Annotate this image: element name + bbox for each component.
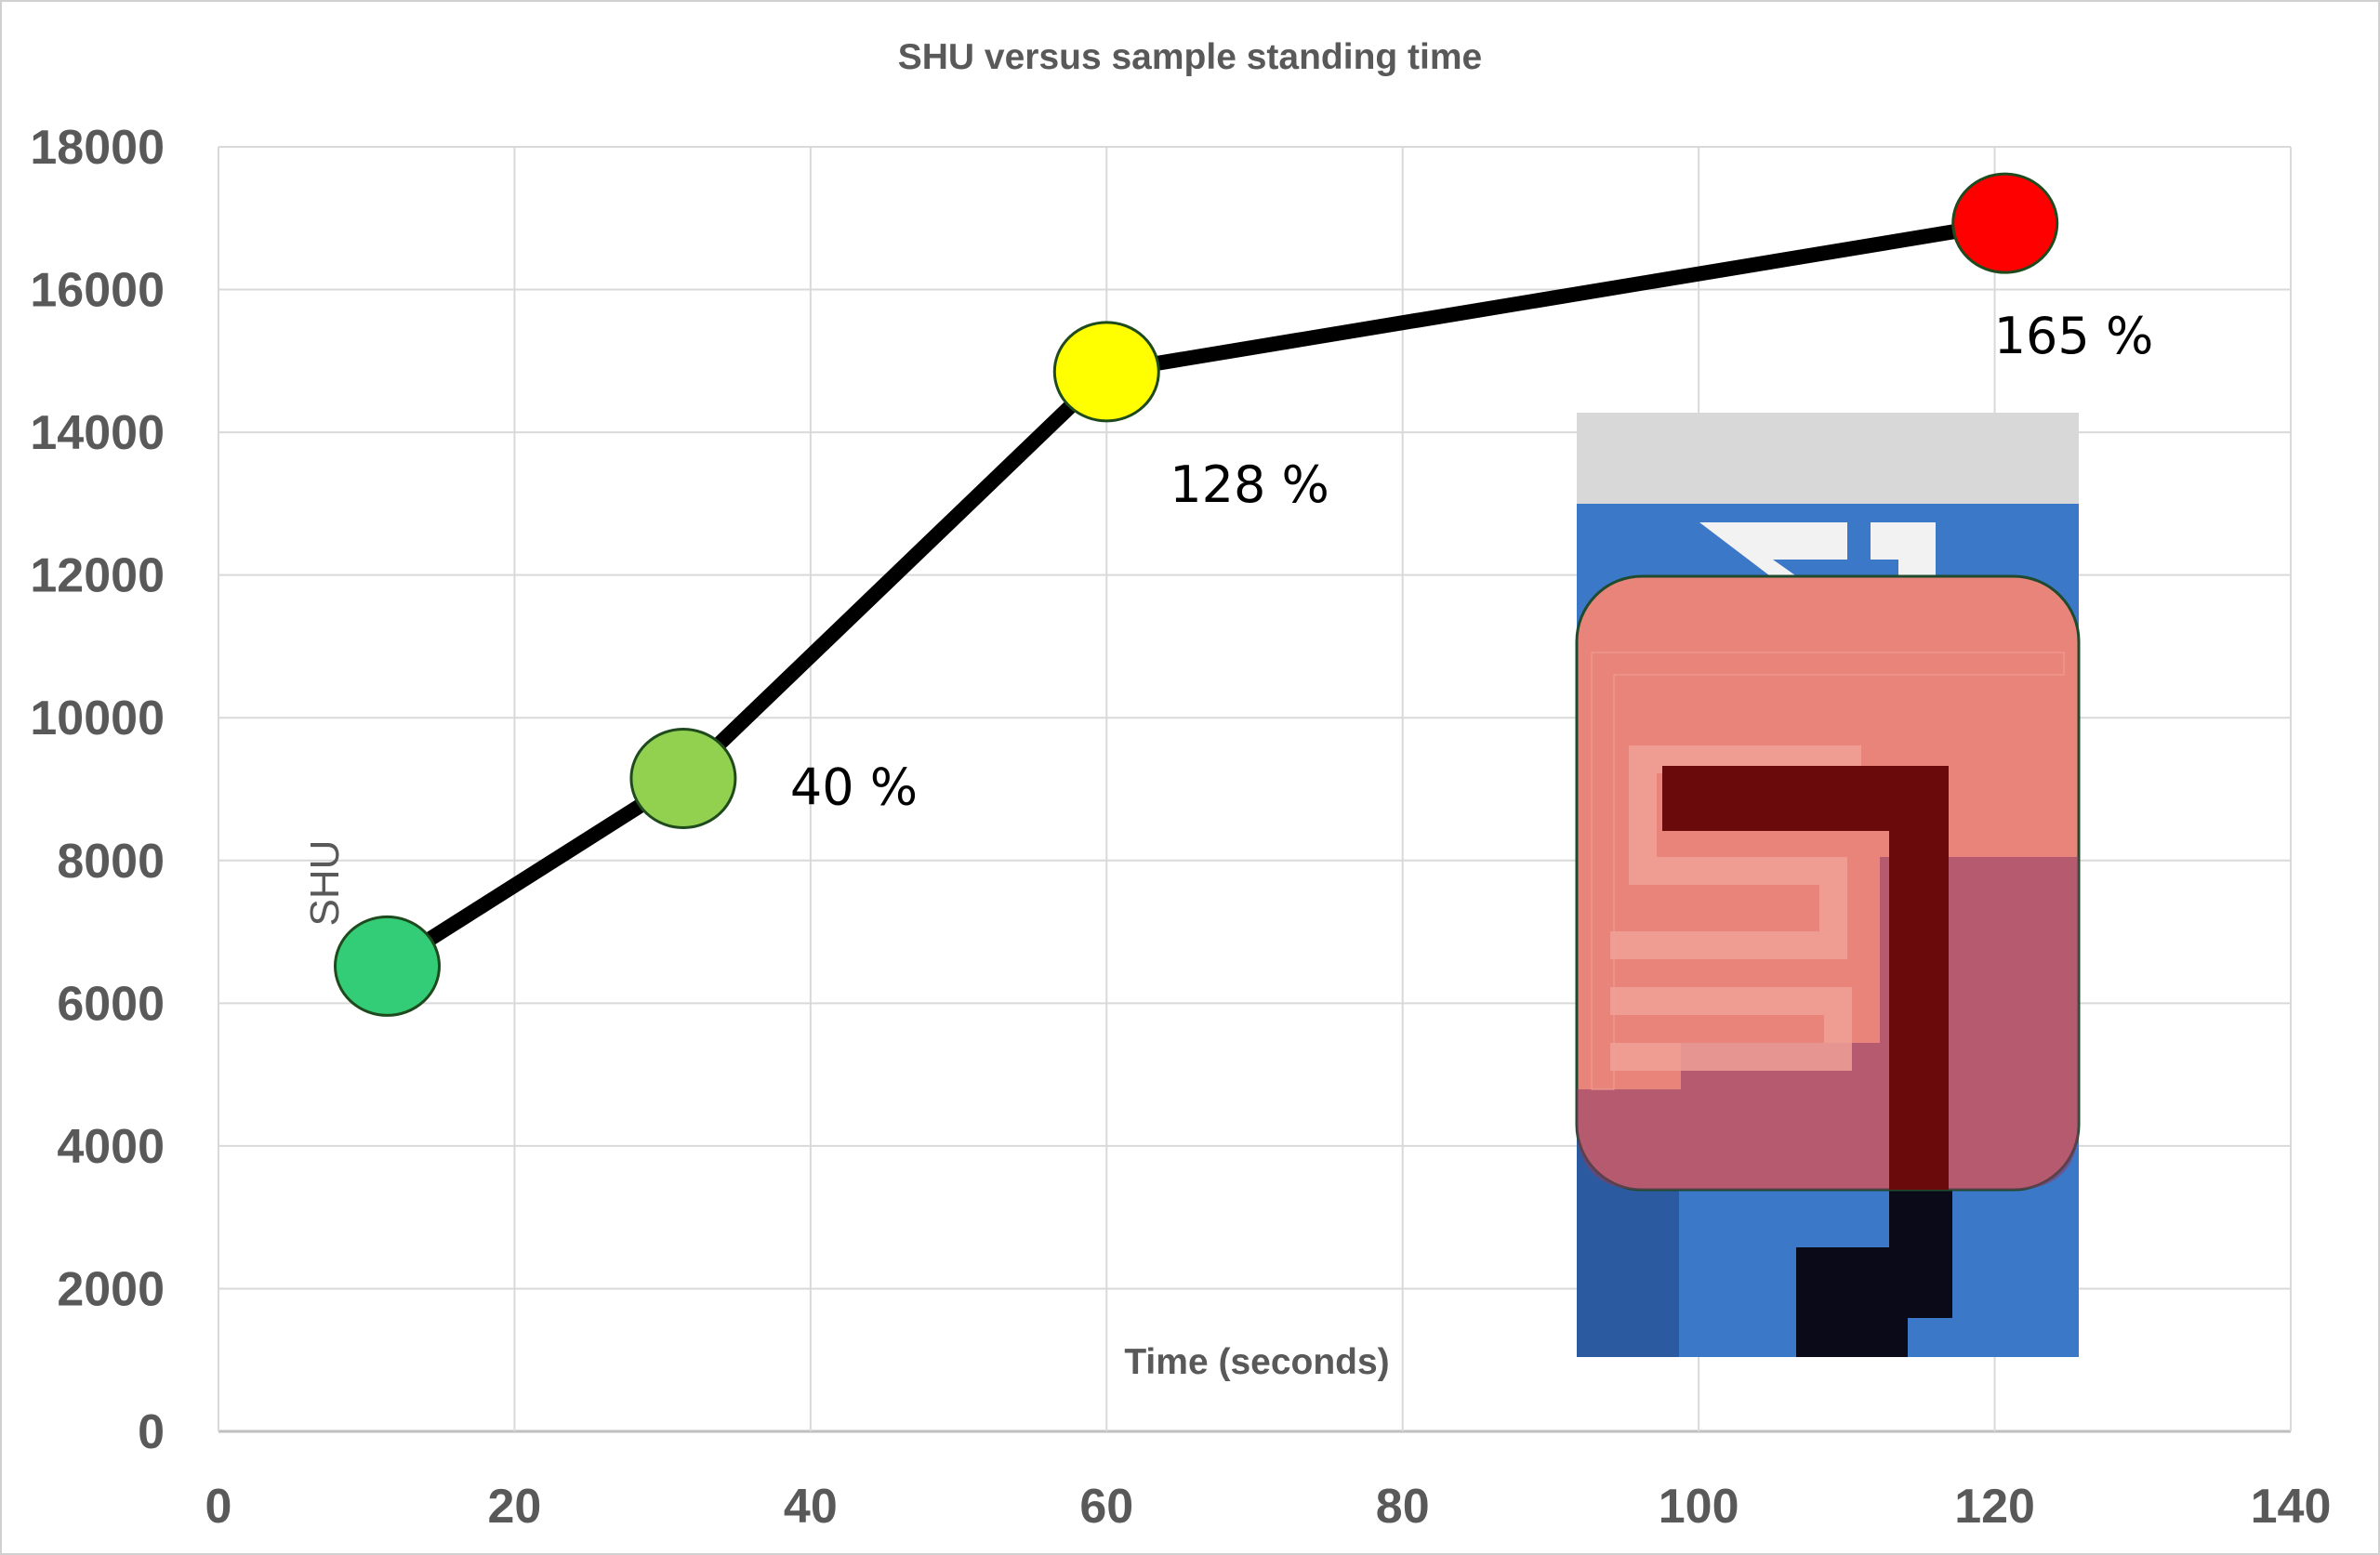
strip-trace-bottom xyxy=(1796,1182,1952,1357)
x-tick-label: 60 xyxy=(1079,1480,1133,1534)
data-label: 40 % xyxy=(790,758,918,816)
data-label: 128 % xyxy=(1170,455,1329,514)
y-tick-label: 12000 xyxy=(30,549,165,603)
grid xyxy=(218,146,2292,1433)
y-tick-labels: 0 2000 4000 6000 8000 10000 12000 14000 16000 180… xyxy=(30,121,165,1459)
y-tick-label: 4000 xyxy=(57,1120,165,1174)
y-tick-label: 10000 xyxy=(30,692,165,745)
x-tick-label: 100 xyxy=(1659,1480,1739,1534)
x-tick-label: 80 xyxy=(1376,1480,1430,1534)
data-point xyxy=(1052,321,1160,423)
x-tick-labels: 0 20 40 60 80 100 120 140 xyxy=(205,1480,2332,1534)
strip-electrode xyxy=(1591,652,2065,1090)
y-tick-label: 18000 xyxy=(30,121,165,175)
series-line xyxy=(383,216,2007,973)
y-tick-label: 2000 xyxy=(57,1262,165,1316)
data-label: 165 % xyxy=(1994,307,2154,365)
x-tick-label: 140 xyxy=(2251,1480,2332,1534)
strip-pads xyxy=(1610,745,1861,1071)
data-point xyxy=(629,727,737,829)
strip-trace xyxy=(1662,766,1949,1190)
x-tick-label: 120 xyxy=(1954,1480,2035,1534)
x-tick-label: 0 xyxy=(205,1480,232,1534)
data-point xyxy=(1951,172,2059,274)
y-tick-label: 14000 xyxy=(30,406,165,460)
x-tick-label: 20 xyxy=(488,1480,542,1534)
test-strip-photo xyxy=(1575,413,2081,1357)
data-points xyxy=(334,172,2059,1017)
x-tick-label: 40 xyxy=(784,1480,838,1534)
y-tick-label: 0 xyxy=(138,1405,165,1459)
highlight-shade xyxy=(1577,857,2079,1190)
x-axis-label: Time (seconds) xyxy=(1124,1342,1389,1382)
y-tick-label: 16000 xyxy=(30,264,165,318)
y-tick-label: 8000 xyxy=(57,835,165,889)
data-point xyxy=(334,915,442,1017)
y-axis-label: SHU xyxy=(302,840,348,927)
data-labels: 40 % 128 % 165 % xyxy=(790,307,2153,816)
y-tick-label: 6000 xyxy=(57,977,165,1031)
chart-title: SHU versus sample standing time xyxy=(898,37,1483,77)
strip-cap xyxy=(1577,413,2079,506)
